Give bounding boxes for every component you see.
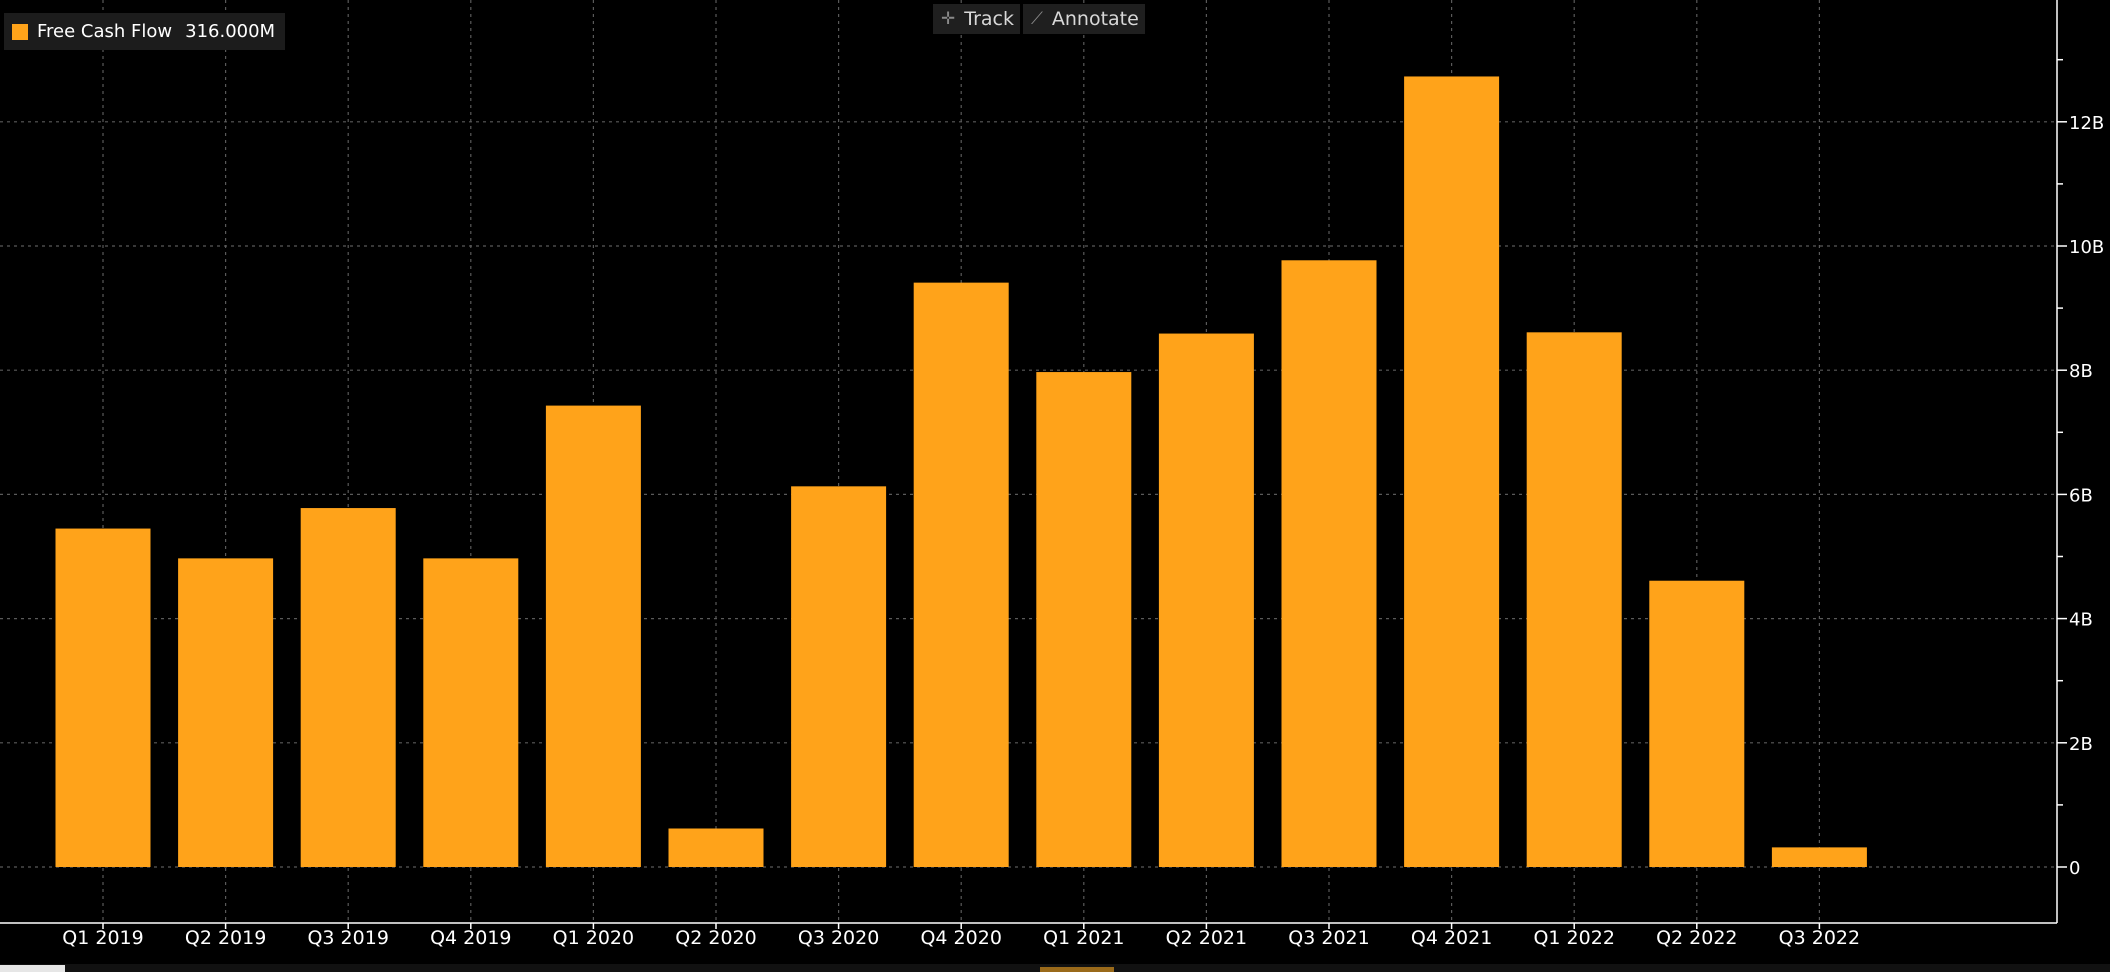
bar-q4-2019[interactable] [423, 558, 519, 867]
bottom-scrollbar[interactable] [0, 964, 2110, 972]
y-tick-label: 4B [2069, 610, 2093, 631]
x-tick-label: Q3 2019 [307, 927, 388, 949]
bar-q3-2019[interactable] [300, 508, 396, 867]
bar-q1-2020[interactable] [545, 405, 641, 867]
x-tick-label: Q1 2022 [1533, 927, 1614, 949]
y-tick-label: 2B [2069, 734, 2093, 755]
bar-q3-2021[interactable] [1281, 260, 1377, 868]
x-axis-labels: Q1 2019 Q2 2019 Q3 2019 Q4 2019 Q1 2020 Q2 20… [62, 927, 1860, 949]
scrollbar-marker [1040, 967, 1114, 972]
x-tick-label: Q2 2021 [1166, 927, 1247, 949]
x-tick-label: Q1 2020 [553, 927, 634, 949]
annotate-label: Annotate [1051, 8, 1139, 30]
x-tick-label: Q2 2019 [185, 927, 266, 949]
x-tick-label: Q4 2020 [920, 927, 1001, 949]
track-button[interactable]: ✛ Track [933, 4, 1020, 34]
bar-q2-2021[interactable] [1158, 333, 1254, 867]
legend-series-value: 316.000M [185, 21, 276, 42]
x-tick-label: Q1 2021 [1043, 927, 1124, 949]
x-tick-label: Q3 2020 [798, 927, 879, 949]
x-tick-label: Q4 2019 [430, 927, 511, 949]
bar-q2-2020[interactable] [668, 828, 764, 867]
bar-q4-2021[interactable] [1404, 76, 1500, 868]
x-tick-label: Q3 2022 [1779, 927, 1860, 949]
bar-q2-2022[interactable] [1649, 580, 1745, 867]
x-tick-label: Q3 2021 [1288, 927, 1369, 949]
legend-series-label: Free Cash Flow [37, 21, 173, 42]
y-tick-label: 6B [2069, 485, 2093, 506]
x-tick-label: Q4 2021 [1411, 927, 1492, 949]
bars [55, 76, 1867, 868]
x-tick-label: Q2 2020 [675, 927, 756, 949]
legend-swatch [12, 23, 28, 40]
y-tick-label: 8B [2069, 361, 2093, 382]
bar-q3-2022[interactable] [1771, 847, 1867, 867]
bar-q3-2020[interactable] [791, 486, 887, 867]
bar-q4-2020[interactable] [913, 282, 1009, 867]
pencil-icon: ⟋ [1030, 9, 1043, 29]
y-tick-label: 10B [2069, 237, 2104, 258]
chart-toolbar: ✛ Track ⟋ Annotate [933, 4, 1145, 34]
y-tick-label: 0 [2069, 858, 2080, 879]
y-axis-labels: 0 2B 4B 6B 8B 10B 12B [2069, 113, 2104, 879]
annotate-button[interactable]: ⟋ Annotate [1022, 4, 1145, 34]
x-tick-label: Q2 2022 [1656, 927, 1737, 949]
bar-q1-2019[interactable] [55, 528, 151, 867]
y-tick-label: 12B [2069, 113, 2104, 134]
bar-q2-2019[interactable] [178, 558, 274, 867]
legend[interactable]: Free Cash Flow 316.000M [4, 13, 286, 50]
x-tick-label: Q1 2019 [62, 927, 143, 949]
scrollbar-thumb[interactable] [0, 965, 65, 972]
track-label: Track [964, 8, 1014, 30]
bar-q1-2021[interactable] [1036, 372, 1132, 867]
bar-q1-2022[interactable] [1526, 332, 1622, 868]
crosshair-icon: ✛ [941, 9, 956, 29]
axes [0, 0, 2067, 929]
